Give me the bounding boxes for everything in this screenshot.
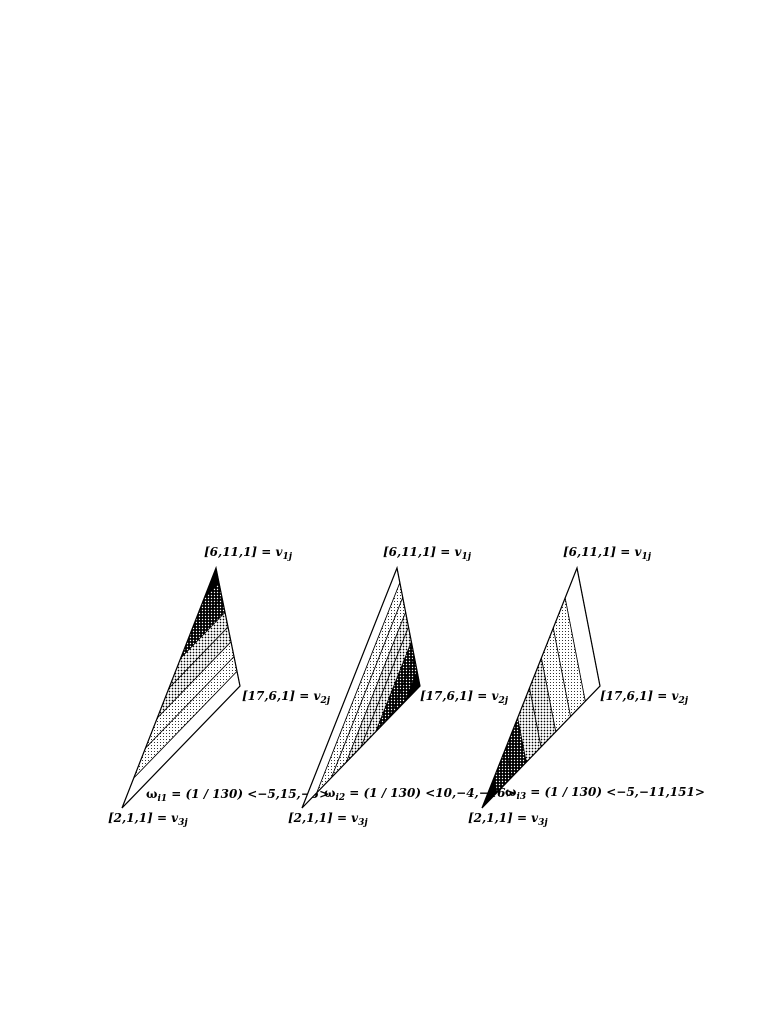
panel-1-omega-equation: ωi1 = (1 / 130) <−5,15,−5>	[146, 787, 329, 804]
panel-2-omega-equation: ωi2 = (1 / 130) <10,−4,−16>	[324, 786, 516, 803]
panel-2: [6,11,1] = v1j [17,6,1] = v2j [2,1,1] = …	[288, 545, 516, 828]
panel-3-triangle	[481, 565, 601, 809]
panel-2-bands	[301, 566, 421, 809]
panel-1-v2-label: [17,6,1] = v2j	[242, 689, 331, 706]
panel-2-triangle	[301, 565, 421, 809]
panel-2-v2-label: [17,6,1] = v2j	[420, 689, 509, 706]
panel-2-v1-label: [6,11,1] = v1j	[383, 545, 472, 562]
panel-2-v3-label: [2,1,1] = v3j	[288, 811, 368, 828]
panel-3-bands	[481, 566, 601, 809]
panel-1: [6,11,1] = v1j [17,6,1] = v2j [2,1,1] = …	[108, 545, 331, 828]
panel-3: [6,11,1] = v1j [17,6,1] = v2j [2,1,1] = …	[468, 545, 705, 828]
panel-1-v3-label: [2,1,1] = v3j	[108, 811, 188, 828]
panel-3-omega-equation: ωi3 = (1 / 130) <−5,−11,151>	[505, 785, 705, 802]
panel-3-v2-label: [17,6,1] = v2j	[600, 689, 689, 706]
panel-1-triangle	[121, 565, 241, 809]
panel-1-v1-label: [6,11,1] = v1j	[204, 545, 293, 562]
panel-3-v3-label: [2,1,1] = v3j	[468, 811, 548, 828]
panel-3-v1-label: [6,11,1] = v1j	[563, 545, 652, 562]
panel-1-bands	[121, 566, 241, 809]
